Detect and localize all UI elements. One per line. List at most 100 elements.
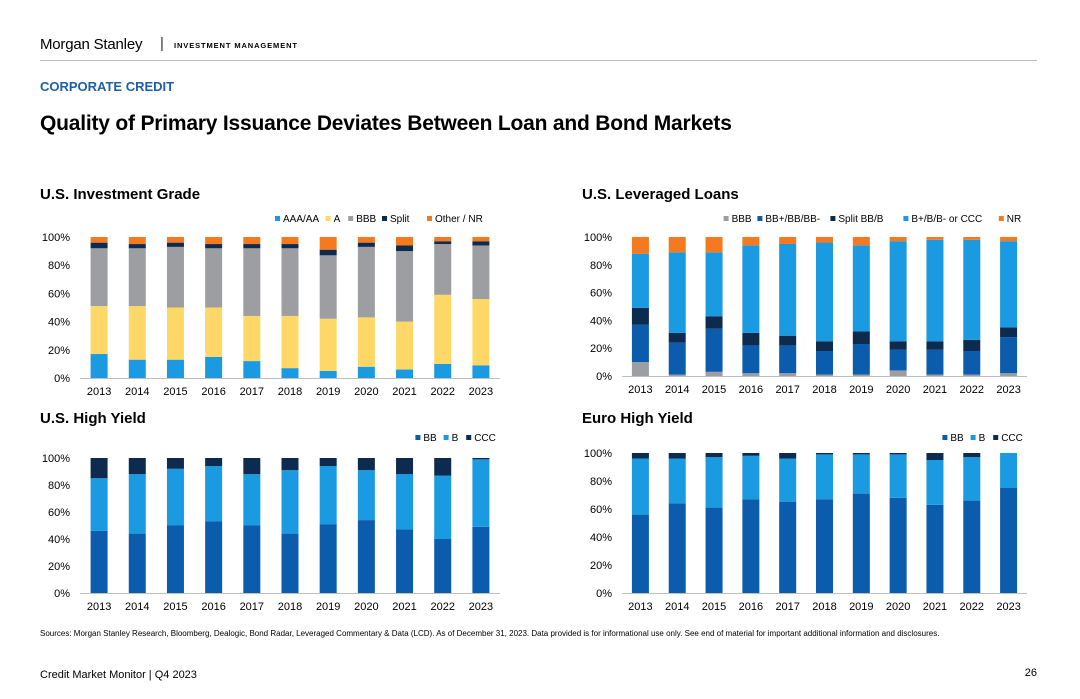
bar-segment [631,307,649,325]
bar-segment [779,458,797,502]
legend-swatch [903,216,909,221]
bar-segment [631,324,649,363]
bar-segment [705,237,723,253]
bar-segment [319,458,337,467]
bar-segment [779,502,797,593]
bar-segment [889,370,907,376]
bar-segment [816,341,833,351]
header-divider [40,60,1037,61]
bar-segment [357,237,375,243]
x-tick-label: 2021 [923,384,947,396]
x-tick-label: 2023 [996,601,1020,613]
bar-segment [668,252,686,333]
x-tick-label: 2014 [125,601,149,613]
bar-segment [926,349,944,375]
chart-title: U.S. Leveraged Loans [582,186,739,203]
bar-segment [90,458,108,479]
bar-segment [779,345,797,374]
y-tick-label: 20% [590,560,612,572]
y-tick-label: 80% [590,260,612,272]
bar-segment [396,251,414,322]
bar-segment [816,374,833,376]
x-tick-label: 2019 [849,601,873,613]
footer-publication: Credit Market Monitor | Q4 2023 [40,669,197,681]
bar-segment [357,242,375,247]
x-tick-label: 2017 [775,384,799,396]
bar-segment [243,248,261,316]
legend-label: A [334,214,341,225]
y-tick-label: 60% [48,507,70,519]
legend-swatch [970,435,976,440]
x-tick-label: 2015 [702,384,726,396]
x-tick-label: 2014 [125,386,149,398]
legend-label: CCC [1001,433,1023,444]
y-tick-label: 80% [590,476,612,488]
y-tick-label: 40% [590,315,612,327]
x-tick-label: 2022 [430,601,454,613]
bar-segment [816,499,833,593]
x-tick-label: 2017 [240,601,264,613]
bar-segment [166,246,184,308]
bar-segment [631,453,649,459]
legend-label: NR [1007,214,1021,225]
bar-segment [889,453,907,455]
bar-segment [889,454,907,498]
y-tick-label: 100% [584,232,612,244]
bar-segment [1000,453,1018,488]
bar-segment [963,239,981,340]
bar-segment [472,365,490,378]
y-tick-label: 60% [590,288,612,300]
bar-segment [889,497,907,593]
y-tick-label: 40% [590,532,612,544]
bar-segment [205,356,223,378]
bar-segment [742,237,760,246]
bar-segment [166,359,184,378]
x-tick-label: 2013 [628,601,652,613]
bar-segment [1000,337,1018,374]
bar-segment [128,359,146,378]
x-tick-label: 2018 [812,601,836,613]
bar-segment [1000,327,1018,338]
bar-segment [243,237,261,245]
bar-segment [852,344,870,375]
x-tick-label: 2018 [278,386,302,398]
bar-segment [631,458,649,515]
bar-segment [281,248,299,316]
bar-segment [742,455,760,500]
header-separator: | [160,35,164,52]
bar-segment [281,315,299,369]
brand-logo-text: Morgan Stanley [40,36,143,53]
x-tick-label: 2023 [996,384,1020,396]
y-tick-label: 80% [48,480,70,492]
legend-swatch [723,216,729,221]
legend-label: BB [950,433,964,444]
bar-segment [434,539,452,593]
bar-segment [90,242,108,249]
x-tick-label: 2013 [87,601,111,613]
x-tick-label: 2015 [163,601,187,613]
bar-segment [90,478,108,531]
y-tick-label: 0% [596,588,612,600]
x-tick-label: 2013 [87,386,111,398]
x-tick-label: 2019 [316,601,340,613]
bar-segment [705,453,723,458]
legend-swatch [466,435,472,440]
bar-segment [705,371,723,376]
bar-segment [1000,488,1018,593]
legend-label: Split BB/B [838,214,883,225]
x-tick-label: 2022 [960,384,984,396]
y-tick-label: 80% [48,260,70,272]
section-label: CORPORATE CREDIT [40,79,175,94]
legend-swatch [443,435,449,440]
bar-segment [396,321,414,370]
bar-segment [963,237,981,240]
bar-segment [243,458,261,475]
bar-segment [396,369,414,378]
bar-segment [281,244,299,249]
chart-title: U.S. High Yield [40,410,146,427]
bar-segment [434,475,452,539]
bar-segment [281,533,299,593]
bar-segment [926,453,944,460]
bar-segment [90,248,108,307]
bar-segment [281,368,299,378]
